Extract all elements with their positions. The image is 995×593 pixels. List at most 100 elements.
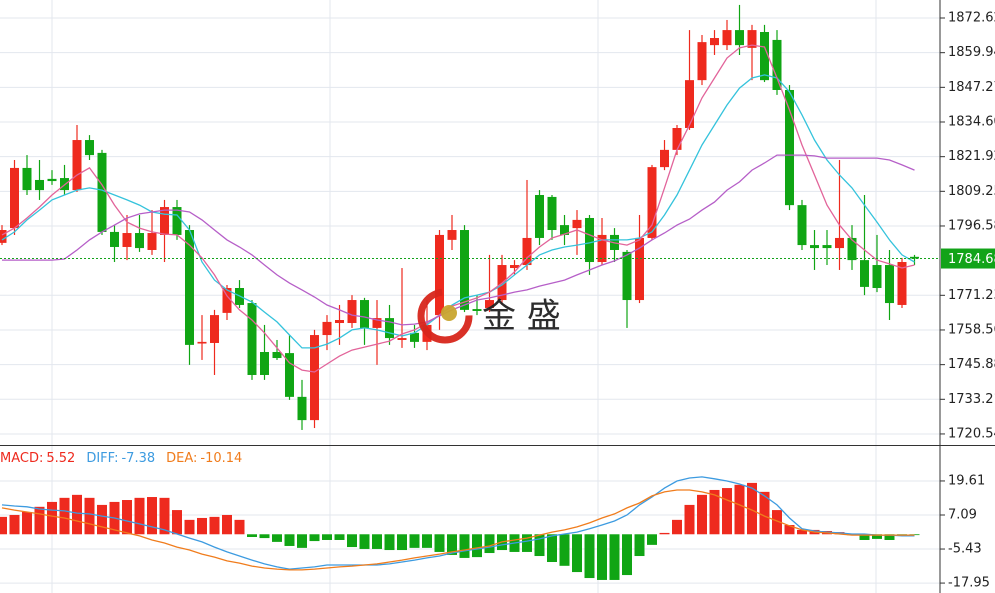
legend-value: -10.14 [200,451,242,466]
candle-body [772,39,782,90]
macd-bar [97,504,107,535]
macd-bar [234,519,245,535]
macd-bar [84,497,95,535]
candle-body [210,315,219,343]
macd-bar [734,484,745,535]
candle-body [335,320,344,324]
macd-bar [259,534,270,539]
y-tick-label: 1834.60 [948,114,995,129]
logo-dot [441,305,457,321]
macd-bar [247,534,257,537]
candle-body [397,338,407,340]
candle-body [697,42,707,81]
y-tick-label: 1771.23 [948,288,995,303]
candle-body [760,32,769,81]
candle-body [147,233,157,250]
macd-bar [547,534,557,563]
candle-body [172,207,182,235]
macd-line [1,476,915,570]
macd-bar [59,497,70,535]
macd-bar [9,514,20,535]
legend-value: -7.38 [121,451,155,466]
macd-bar [672,519,682,535]
macd-bar [197,517,207,535]
candle-body [810,245,819,249]
moving-average-line [2,154,915,326]
candle-body [360,300,369,328]
macd-bar [784,525,795,535]
candle-body [435,234,444,316]
y-tick-label: 1859.94 [948,45,995,60]
candle-body [635,237,644,301]
macd-bar [522,534,532,552]
macd-bar [447,534,457,555]
candle-body [710,38,719,46]
macd-bar [322,534,332,540]
moving-average-line [1,44,915,373]
plot [0,4,940,584]
y-tick-label: 1720.54 [948,426,995,441]
candle-body [247,303,257,375]
candle-body [785,89,794,206]
candle-body [197,341,207,344]
candle-body [822,245,832,249]
macd-bar [659,532,670,535]
macd-bar [722,488,732,535]
macd-bar [309,534,320,542]
y-tick-label: 1847.27 [948,80,995,95]
macd-bar [584,534,595,579]
macd-bar [347,534,357,548]
macd-bar [72,494,82,535]
candle-body [547,196,557,231]
macd-bar [534,534,545,557]
macd-bar [122,500,132,535]
candle-body [222,288,232,313]
candle-body [685,80,694,129]
candle-body [510,265,519,269]
macd-bar [222,514,232,535]
indicator-legend: DIFF: -7.38 [86,451,155,466]
y-tick-label: -17.95 [948,576,990,591]
candle-body [622,251,632,301]
candle-body [910,256,919,259]
candle-body [722,30,732,46]
candle-body [672,128,682,150]
legend-value: 5.52 [46,451,75,466]
candle-body [297,396,307,421]
candle-body [347,300,357,324]
macd-line [1,489,915,571]
macd-bar [559,534,570,566]
indicator-legend: MACD: 5.52 [0,451,75,466]
macd-bar [772,510,782,535]
y-tick-label: -5.43 [948,542,982,557]
candle-body [47,178,57,182]
macd-bar [0,516,7,535]
macd-bar [297,534,307,548]
indicator-legend: DEA: -10.14 [166,451,242,466]
candle-body [410,332,419,342]
last-price-label: 1784.68 [948,252,995,267]
macd-bar [797,529,807,535]
macd-bar [47,501,57,535]
macd-bar [34,506,45,535]
macd-bar [459,534,470,558]
candle-body [122,233,132,247]
candle-body [560,225,569,235]
candle-body [872,265,882,289]
legend-name: DEA: [166,451,197,466]
candle-body [485,300,494,308]
macd-bar [372,534,382,549]
legend-name: DIFF: [86,451,118,466]
candle-body [460,230,469,310]
macd-bar [147,497,157,535]
candle-body [572,219,582,229]
macd-bar [759,491,770,535]
y-tick-label: 1821.92 [948,149,995,164]
macd-bar [134,497,145,535]
y-tick-label: 19.61 [948,473,985,488]
macd-bar [597,534,607,580]
macd-bar [622,534,632,576]
y-tick-label: 1796.58 [948,218,995,233]
candle-body [747,30,757,48]
